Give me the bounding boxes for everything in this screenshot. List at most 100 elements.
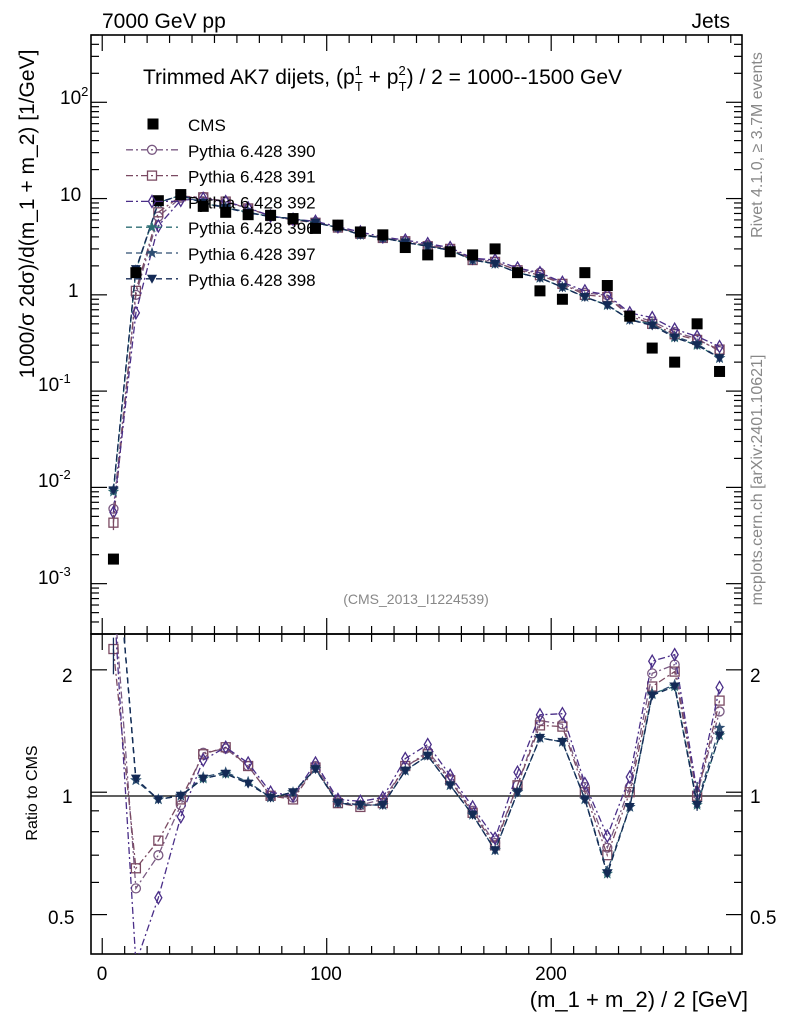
analysis-watermark: (CMS_2013_I1224539): [343, 591, 489, 607]
series-point: [490, 259, 501, 269]
ratio-point: [602, 850, 613, 861]
legend-marker: [147, 194, 157, 209]
ratio-line-2: [112, 648, 721, 870]
legend-marker: [146, 170, 158, 181]
series-point: [154, 218, 163, 234]
ratio-ytick-label: 1: [62, 787, 73, 808]
ratio-ytick-label: 0.5: [48, 908, 74, 929]
ratio-point: [130, 863, 142, 874]
series-line-5: [112, 194, 720, 490]
ratio-point: [265, 793, 276, 803]
cms-data-point: [377, 229, 389, 241]
ratio-point: [713, 721, 726, 733]
cms-data-point: [242, 209, 254, 221]
main-ytick-label: 10-2: [38, 467, 71, 492]
ratio-point: [221, 739, 230, 755]
cms-data-point: [152, 195, 164, 207]
cms-data-point: [579, 267, 591, 279]
series-point: [557, 283, 568, 293]
ratio-point: [153, 850, 164, 861]
cms-data-point: [332, 219, 344, 231]
ratio-point: [647, 691, 658, 701]
series-point: [602, 301, 613, 311]
series-line-3: [112, 197, 720, 513]
cms-data-point: [467, 249, 479, 261]
cms-data-point: [265, 209, 277, 221]
ratio-point: [490, 846, 501, 856]
ratio-y-axis-label: Ratio to CMS: [24, 745, 41, 840]
ratio-point: [377, 801, 388, 811]
ratio-point: [558, 706, 567, 721]
cms-data-point: [534, 285, 546, 297]
xtick-label: 100: [310, 964, 342, 985]
ratio-point: [176, 809, 186, 825]
cms-data-point: [130, 267, 142, 279]
ratio-point: [670, 647, 679, 662]
cms-data-point: [669, 356, 681, 368]
ratio-point: [715, 680, 724, 695]
main-y-axis-label: 1000/σ 2dσ)/d(m_1 + m_2) [1/GeV]: [16, 50, 39, 379]
ratio-line-4: [123, 634, 721, 876]
ratio-point: [153, 795, 164, 805]
ratio-ytick-label-right: 0.5: [750, 908, 776, 929]
ratio-point: [534, 733, 545, 743]
ratio-point: [647, 668, 658, 679]
cms-data-point: [556, 293, 568, 305]
series-point: [579, 292, 590, 302]
ratio-point: [602, 869, 613, 879]
ratio-point: [110, 586, 117, 598]
cms-data-point: [107, 553, 119, 565]
ratio-point: [669, 666, 680, 677]
cms-data-point: [220, 206, 232, 218]
ratio-point: [647, 653, 657, 669]
series-point: [669, 333, 680, 343]
ratio-point: [557, 737, 568, 747]
cms-data-point: [287, 213, 299, 225]
cms-data-point: [691, 318, 703, 330]
main-ytick-label: 102: [60, 84, 88, 109]
cms-data-point: [714, 365, 726, 377]
ratio-ytick-label: 2: [62, 666, 73, 687]
rivet-version-label: Rivet 4.1.0, ≥ 3.7M events: [749, 52, 766, 238]
ratio-point: [198, 752, 208, 768]
ratio-point: [669, 682, 680, 692]
ratio-point: [624, 802, 635, 812]
ratio-point: [175, 791, 186, 801]
main-series-layer: [107, 189, 726, 565]
series-point: [131, 305, 141, 321]
series-line-4: [112, 194, 720, 492]
ratio-point: [242, 760, 254, 772]
main-ytick-label: 10-3: [38, 564, 71, 589]
legend-marker: [146, 144, 158, 155]
ratio-point: [603, 828, 612, 844]
ratio-point: [400, 766, 411, 776]
cms-data-point: [444, 246, 456, 258]
ratio-point: [714, 731, 725, 741]
ratio-ytick-label-right: 1: [750, 787, 761, 808]
legend-label: Pythia 6.428 397: [188, 245, 316, 264]
cms-data-point: [624, 310, 636, 322]
ratio-series-layer: [108, 586, 726, 954]
cms-data-point: [354, 226, 366, 238]
ratio-point: [401, 751, 410, 766]
main-ytick-label: 1: [68, 281, 79, 302]
legend-marker: [147, 274, 157, 284]
ratio-frame: [90, 633, 743, 955]
ratio-point: [714, 695, 725, 706]
ratio-point: [445, 781, 456, 791]
mcplots-label: mcplots.cern.ch [arXiv:2401.10621]: [749, 355, 766, 606]
ratio-point: [154, 890, 163, 906]
ratio-point: [310, 765, 321, 775]
legend-marker: [146, 247, 158, 258]
ratio-point: [512, 788, 523, 798]
ratio-point: [625, 769, 635, 785]
legend-label: CMS: [188, 116, 226, 135]
ratio-point: [579, 795, 590, 805]
legend-label: Pythia 6.428 390: [188, 142, 316, 161]
cms-data-point: [399, 242, 411, 254]
ratio-point: [243, 755, 253, 771]
ratio-point: [220, 769, 231, 779]
ratio-line-6: [123, 634, 721, 876]
legend-label: Pythia 6.428 392: [188, 193, 316, 212]
